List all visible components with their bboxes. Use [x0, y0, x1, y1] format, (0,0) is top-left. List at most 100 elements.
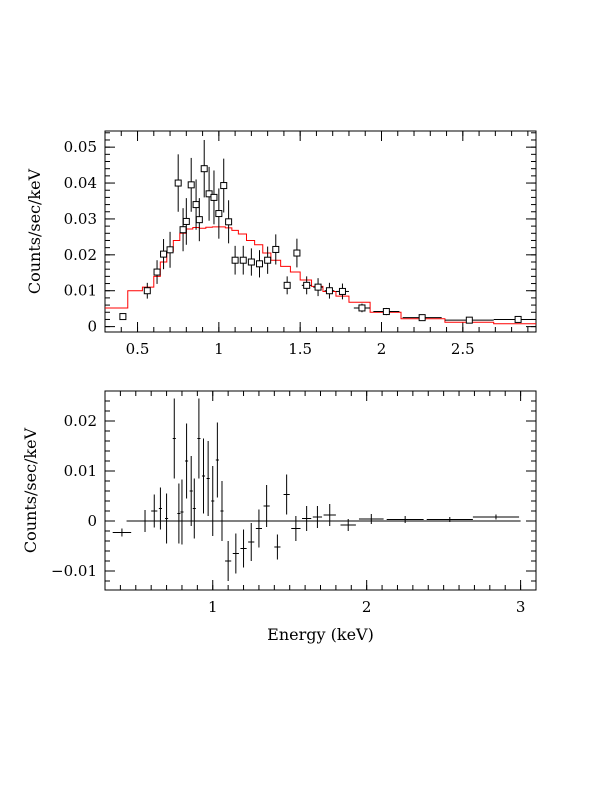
- data-point: [177, 483, 181, 544]
- data-marker: [293, 249, 301, 257]
- data-point: [291, 516, 301, 541]
- data-point: [197, 398, 201, 479]
- data-point: [201, 438, 206, 514]
- data-marker: [418, 314, 426, 322]
- data-point: [313, 278, 323, 297]
- data-point: [283, 276, 291, 295]
- data-marker: [514, 315, 522, 323]
- data-marker: [465, 316, 473, 324]
- data-point: [182, 198, 190, 245]
- y-tick-label: 0.01: [64, 282, 97, 300]
- data-point: [215, 422, 219, 498]
- x-axis-title: Energy (keV): [267, 625, 374, 644]
- data-marker: [256, 260, 264, 268]
- data-point: [263, 485, 270, 527]
- x-tick-label: 2: [377, 340, 387, 358]
- data-point: [112, 528, 132, 537]
- y-axis-title: Counts/sec/keV: [21, 427, 40, 553]
- x-tick-label: 3: [516, 598, 526, 616]
- data-marker: [195, 216, 203, 224]
- data-marker: [179, 226, 187, 234]
- residuals-panel: 1 2 3 −0.01 0 0.01 0.02 Counts/sec/keV Energy (k…: [21, 390, 537, 644]
- data-point: [340, 519, 356, 531]
- data-point: [248, 523, 255, 561]
- data-marker: [382, 308, 390, 316]
- data-point: [264, 246, 272, 274]
- data-point: [324, 282, 335, 299]
- data-marker: [166, 246, 174, 254]
- data-point: [240, 529, 247, 568]
- data-marker: [182, 217, 190, 225]
- data-marker: [303, 281, 311, 289]
- data-point: [143, 282, 151, 299]
- data-point: [353, 303, 371, 313]
- data-point: [206, 441, 210, 516]
- data-marker: [247, 258, 255, 266]
- data-marker: [225, 218, 233, 226]
- y-tick-label: 0.02: [64, 246, 97, 264]
- data-point: [200, 139, 208, 198]
- data-marker: [325, 287, 333, 295]
- data-marker: [187, 181, 195, 189]
- data-point: [165, 493, 169, 544]
- data-point: [180, 479, 184, 545]
- data-marker: [358, 304, 366, 312]
- y-tick-label: 0.03: [64, 210, 97, 228]
- data-point: [172, 398, 176, 479]
- data-point: [293, 238, 301, 268]
- data-point: [312, 506, 323, 528]
- data-point: [174, 154, 182, 212]
- plot-area: [105, 139, 536, 325]
- data-point: [195, 198, 203, 242]
- data-marker: [205, 190, 213, 198]
- data-marker: [231, 256, 239, 264]
- data-marker: [215, 210, 223, 218]
- data-point: [119, 313, 127, 321]
- data-marker: [220, 182, 228, 190]
- data-point: [386, 516, 424, 523]
- data-point: [189, 456, 193, 526]
- data-marker: [153, 268, 161, 276]
- plot-area: [112, 398, 521, 581]
- data-point: [210, 170, 218, 225]
- data-marker: [160, 250, 168, 258]
- data-marker: [283, 281, 291, 289]
- data-marker: [314, 283, 322, 291]
- data-point: [220, 481, 224, 541]
- spectrum-panel: 0.5 1 1.5 2 2.5 0 0.01 0.02 0.03 0.04 0.05 Counts/s…: [25, 130, 537, 358]
- data-point: [225, 541, 232, 581]
- data-point: [166, 231, 174, 268]
- data-point: [472, 514, 520, 520]
- y-tick-label: 0.02: [64, 412, 97, 430]
- data-point: [232, 533, 239, 574]
- y-tick-label: 0.05: [64, 138, 97, 156]
- data-marker: [338, 287, 346, 295]
- data-point: [158, 487, 162, 530]
- data-point: [220, 158, 228, 213]
- data-point: [272, 234, 280, 265]
- data-point: [335, 283, 349, 300]
- data-marker: [239, 256, 247, 264]
- data-point: [153, 260, 161, 284]
- data-point: [493, 315, 536, 323]
- data-marker: [200, 165, 208, 173]
- data-marker: [174, 179, 182, 187]
- data-point: [225, 200, 233, 244]
- data-point: [192, 478, 196, 539]
- x-tick-label: 0.5: [126, 340, 150, 358]
- data-point: [187, 157, 195, 212]
- data-point: [274, 534, 281, 560]
- x-tick-label: 1.5: [288, 340, 312, 358]
- data-point: [358, 514, 384, 524]
- data-point: [283, 474, 290, 515]
- y-tick-label: 0.01: [64, 462, 97, 480]
- data-marker: [192, 201, 200, 209]
- data-marker: [143, 287, 151, 295]
- data-point: [205, 166, 213, 221]
- data-point: [239, 245, 247, 275]
- data-point: [160, 239, 168, 270]
- y-axis-title: Counts/sec/keV: [25, 168, 44, 294]
- data-point: [373, 307, 400, 316]
